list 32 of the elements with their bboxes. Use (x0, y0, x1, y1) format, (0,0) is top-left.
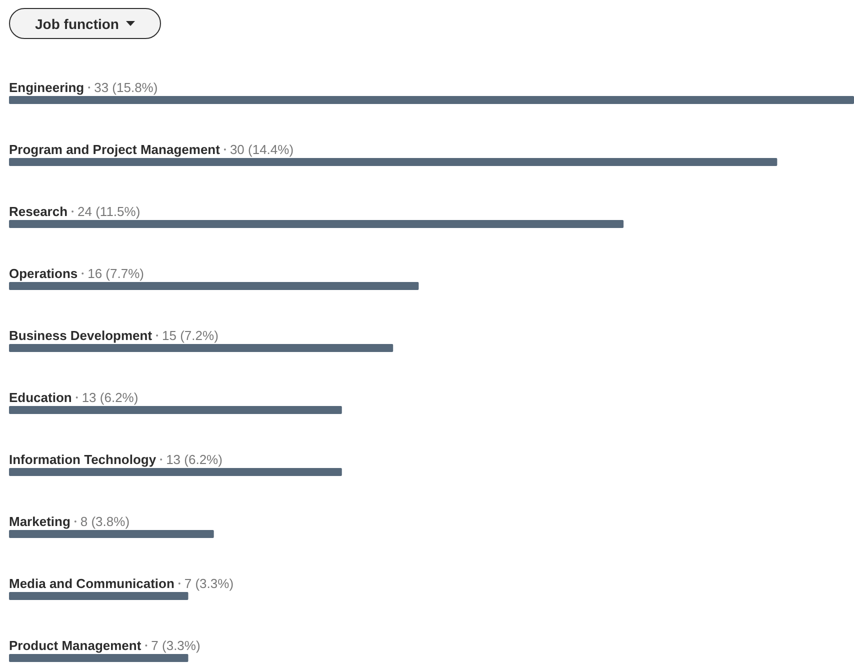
y-tick-label: Media and Communication (9, 576, 174, 591)
bar (9, 654, 188, 662)
chart-title: Job function (35, 16, 119, 32)
data-label: 13 (6.2%) (166, 452, 222, 467)
data-label: 30 (14.4%) (230, 142, 294, 157)
data-label: 16 (7.7%) (88, 266, 144, 281)
bar (9, 468, 342, 476)
y-tick-label: Business Development (9, 328, 153, 343)
data-label: 15 (7.2%) (162, 328, 218, 343)
data-label: 7 (3.3%) (151, 638, 200, 653)
bar (9, 96, 854, 104)
dropdown-button: Job function (9, 8, 161, 39)
y-tick-label: Operations (9, 266, 78, 281)
y-tick-label: Program and Project Management (9, 142, 221, 157)
bar (9, 344, 394, 352)
bar (9, 220, 624, 228)
data-label: 13 (6.2%) (82, 390, 138, 405)
y-tick-label: Marketing (9, 514, 70, 529)
data-label: 24 (11.5%) (78, 204, 140, 219)
data-label: 7 (3.3%) (184, 576, 234, 591)
bar (9, 158, 778, 166)
data-label: 33 (15.8%) (94, 80, 158, 95)
data-label: 8 (3.8%) (80, 514, 130, 529)
y-tick-label: Research (9, 204, 68, 219)
bar (9, 530, 214, 538)
bar (9, 406, 342, 414)
y-tick-label: Education (9, 390, 72, 405)
bar (9, 282, 419, 290)
y-tick-label: Product Management (9, 638, 142, 653)
y-tick-label: Information Technology (9, 452, 157, 467)
bar (9, 592, 188, 600)
y-tick-label: Engineering (9, 80, 84, 95)
